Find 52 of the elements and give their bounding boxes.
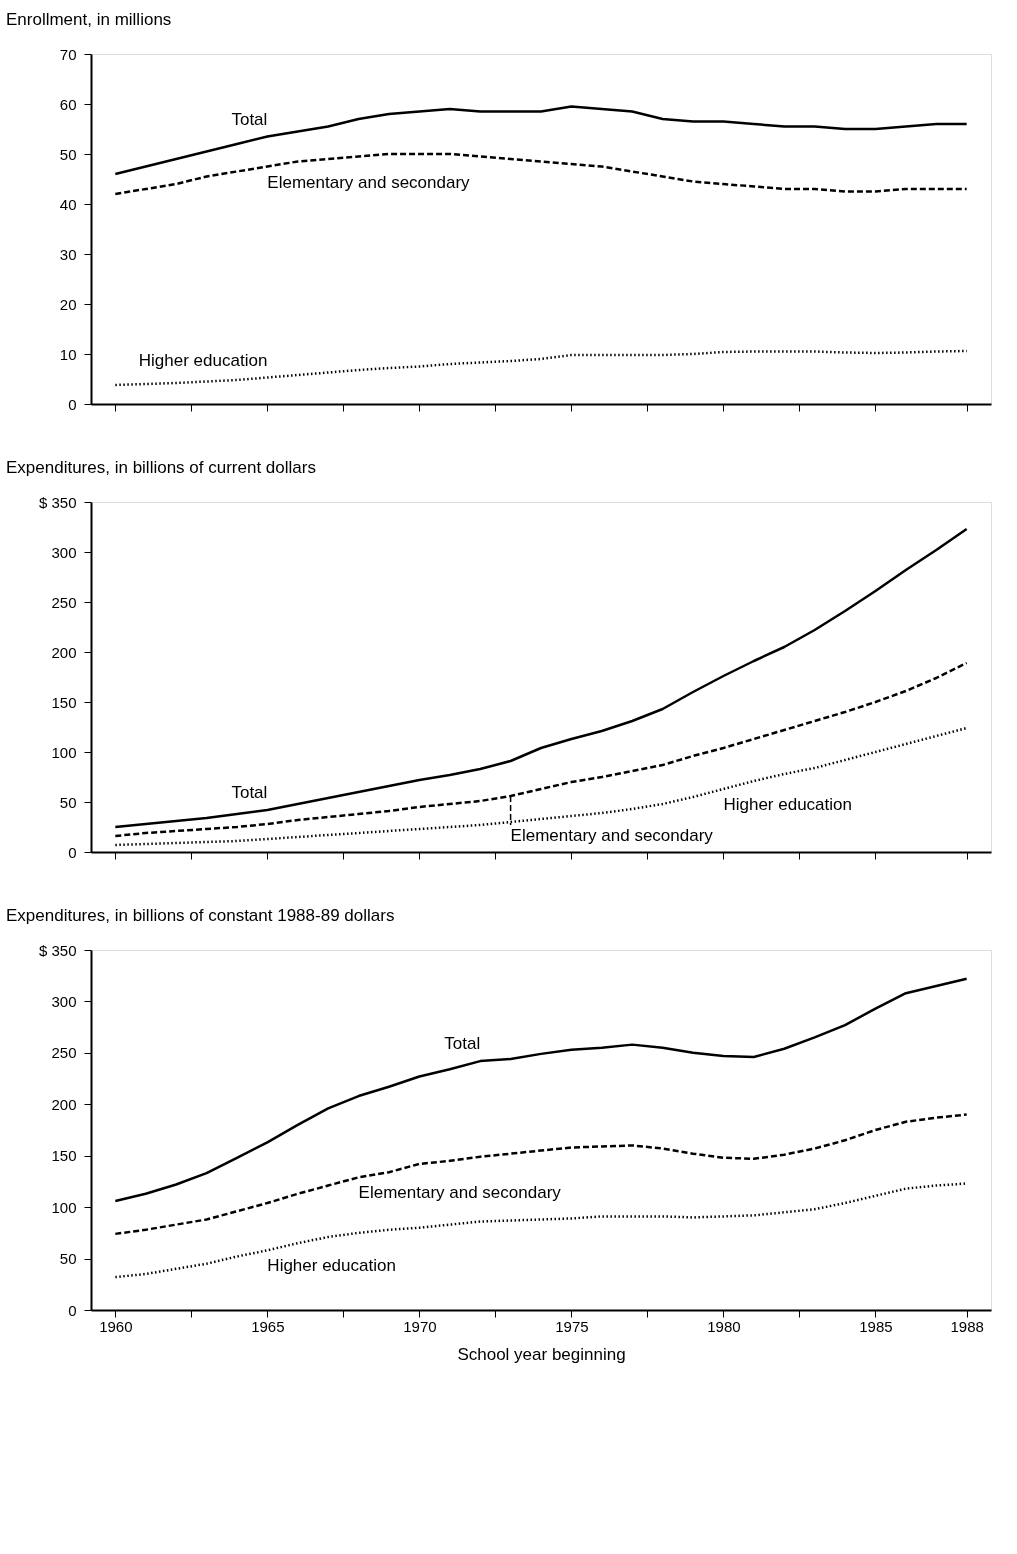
series-label: Total [444, 1034, 481, 1054]
x-tick-label: 1975 [555, 1317, 589, 1335]
y-tick-label: 200 [51, 643, 77, 661]
y-tick-label: 70 [59, 45, 77, 63]
x-tick-label: 1970 [403, 1317, 437, 1335]
x-tick-label: 1985 [859, 1317, 893, 1335]
series-label: Higher education [723, 795, 852, 814]
chart-title: Enrollment, in millions [6, 10, 172, 29]
y-tick-label: 0 [68, 1301, 77, 1319]
y-tick-label: 20 [59, 295, 77, 313]
y-tick-label: 150 [51, 1147, 77, 1165]
x-tick-label: 1965 [251, 1317, 285, 1335]
line-series [114, 349, 968, 387]
x-tick-label: 1980 [707, 1317, 741, 1335]
y-tick-label: 50 [59, 1250, 77, 1268]
series-label: Elementary and secondary [358, 1183, 562, 1203]
line-series [114, 977, 968, 1203]
series-label: Higher education [267, 1256, 396, 1276]
y-tick-label: $ 350 [38, 493, 77, 511]
series-label: Higher education [138, 350, 268, 370]
line-series [114, 527, 968, 829]
line-series [114, 726, 968, 847]
y-tick-label: 0 [68, 395, 77, 413]
y-tick-label: 10 [59, 345, 77, 363]
y-tick-label: 250 [51, 1044, 77, 1062]
series-label: Elementary and secondary [267, 172, 471, 192]
series-label: Total [231, 783, 268, 802]
chart-title: Expenditures, in billions of current dollars [6, 458, 316, 477]
y-tick-label: 50 [59, 793, 77, 811]
line-series [114, 1182, 968, 1279]
line-series [114, 152, 968, 196]
x-axis-title: School year beginning [457, 1344, 626, 1364]
x-tick-label: 1960 [99, 1317, 133, 1335]
line-series [114, 1113, 968, 1236]
y-tick-label: 300 [51, 992, 77, 1010]
y-tick-label: 100 [51, 743, 77, 761]
line-series [114, 105, 968, 176]
y-tick-label: 30 [59, 245, 77, 263]
y-tick-label: $ 350 [38, 941, 77, 959]
x-tick-label: 1988 [950, 1317, 984, 1335]
y-tick-label: 40 [59, 195, 77, 213]
y-tick-label: 50 [59, 145, 77, 163]
y-tick-label: 150 [51, 693, 77, 711]
y-tick-label: 300 [51, 543, 77, 561]
legend-label: Elementary and secondary [510, 826, 714, 845]
series-label: Total [231, 109, 268, 129]
y-tick-label: 200 [51, 1095, 77, 1113]
y-tick-label: 100 [51, 1198, 77, 1216]
y-tick-label: 60 [59, 95, 77, 113]
y-tick-label: 0 [68, 843, 77, 861]
chart-title: Expenditures, in billions of constant 1988-89 dollars [6, 906, 395, 925]
y-tick-label: 250 [51, 593, 77, 611]
